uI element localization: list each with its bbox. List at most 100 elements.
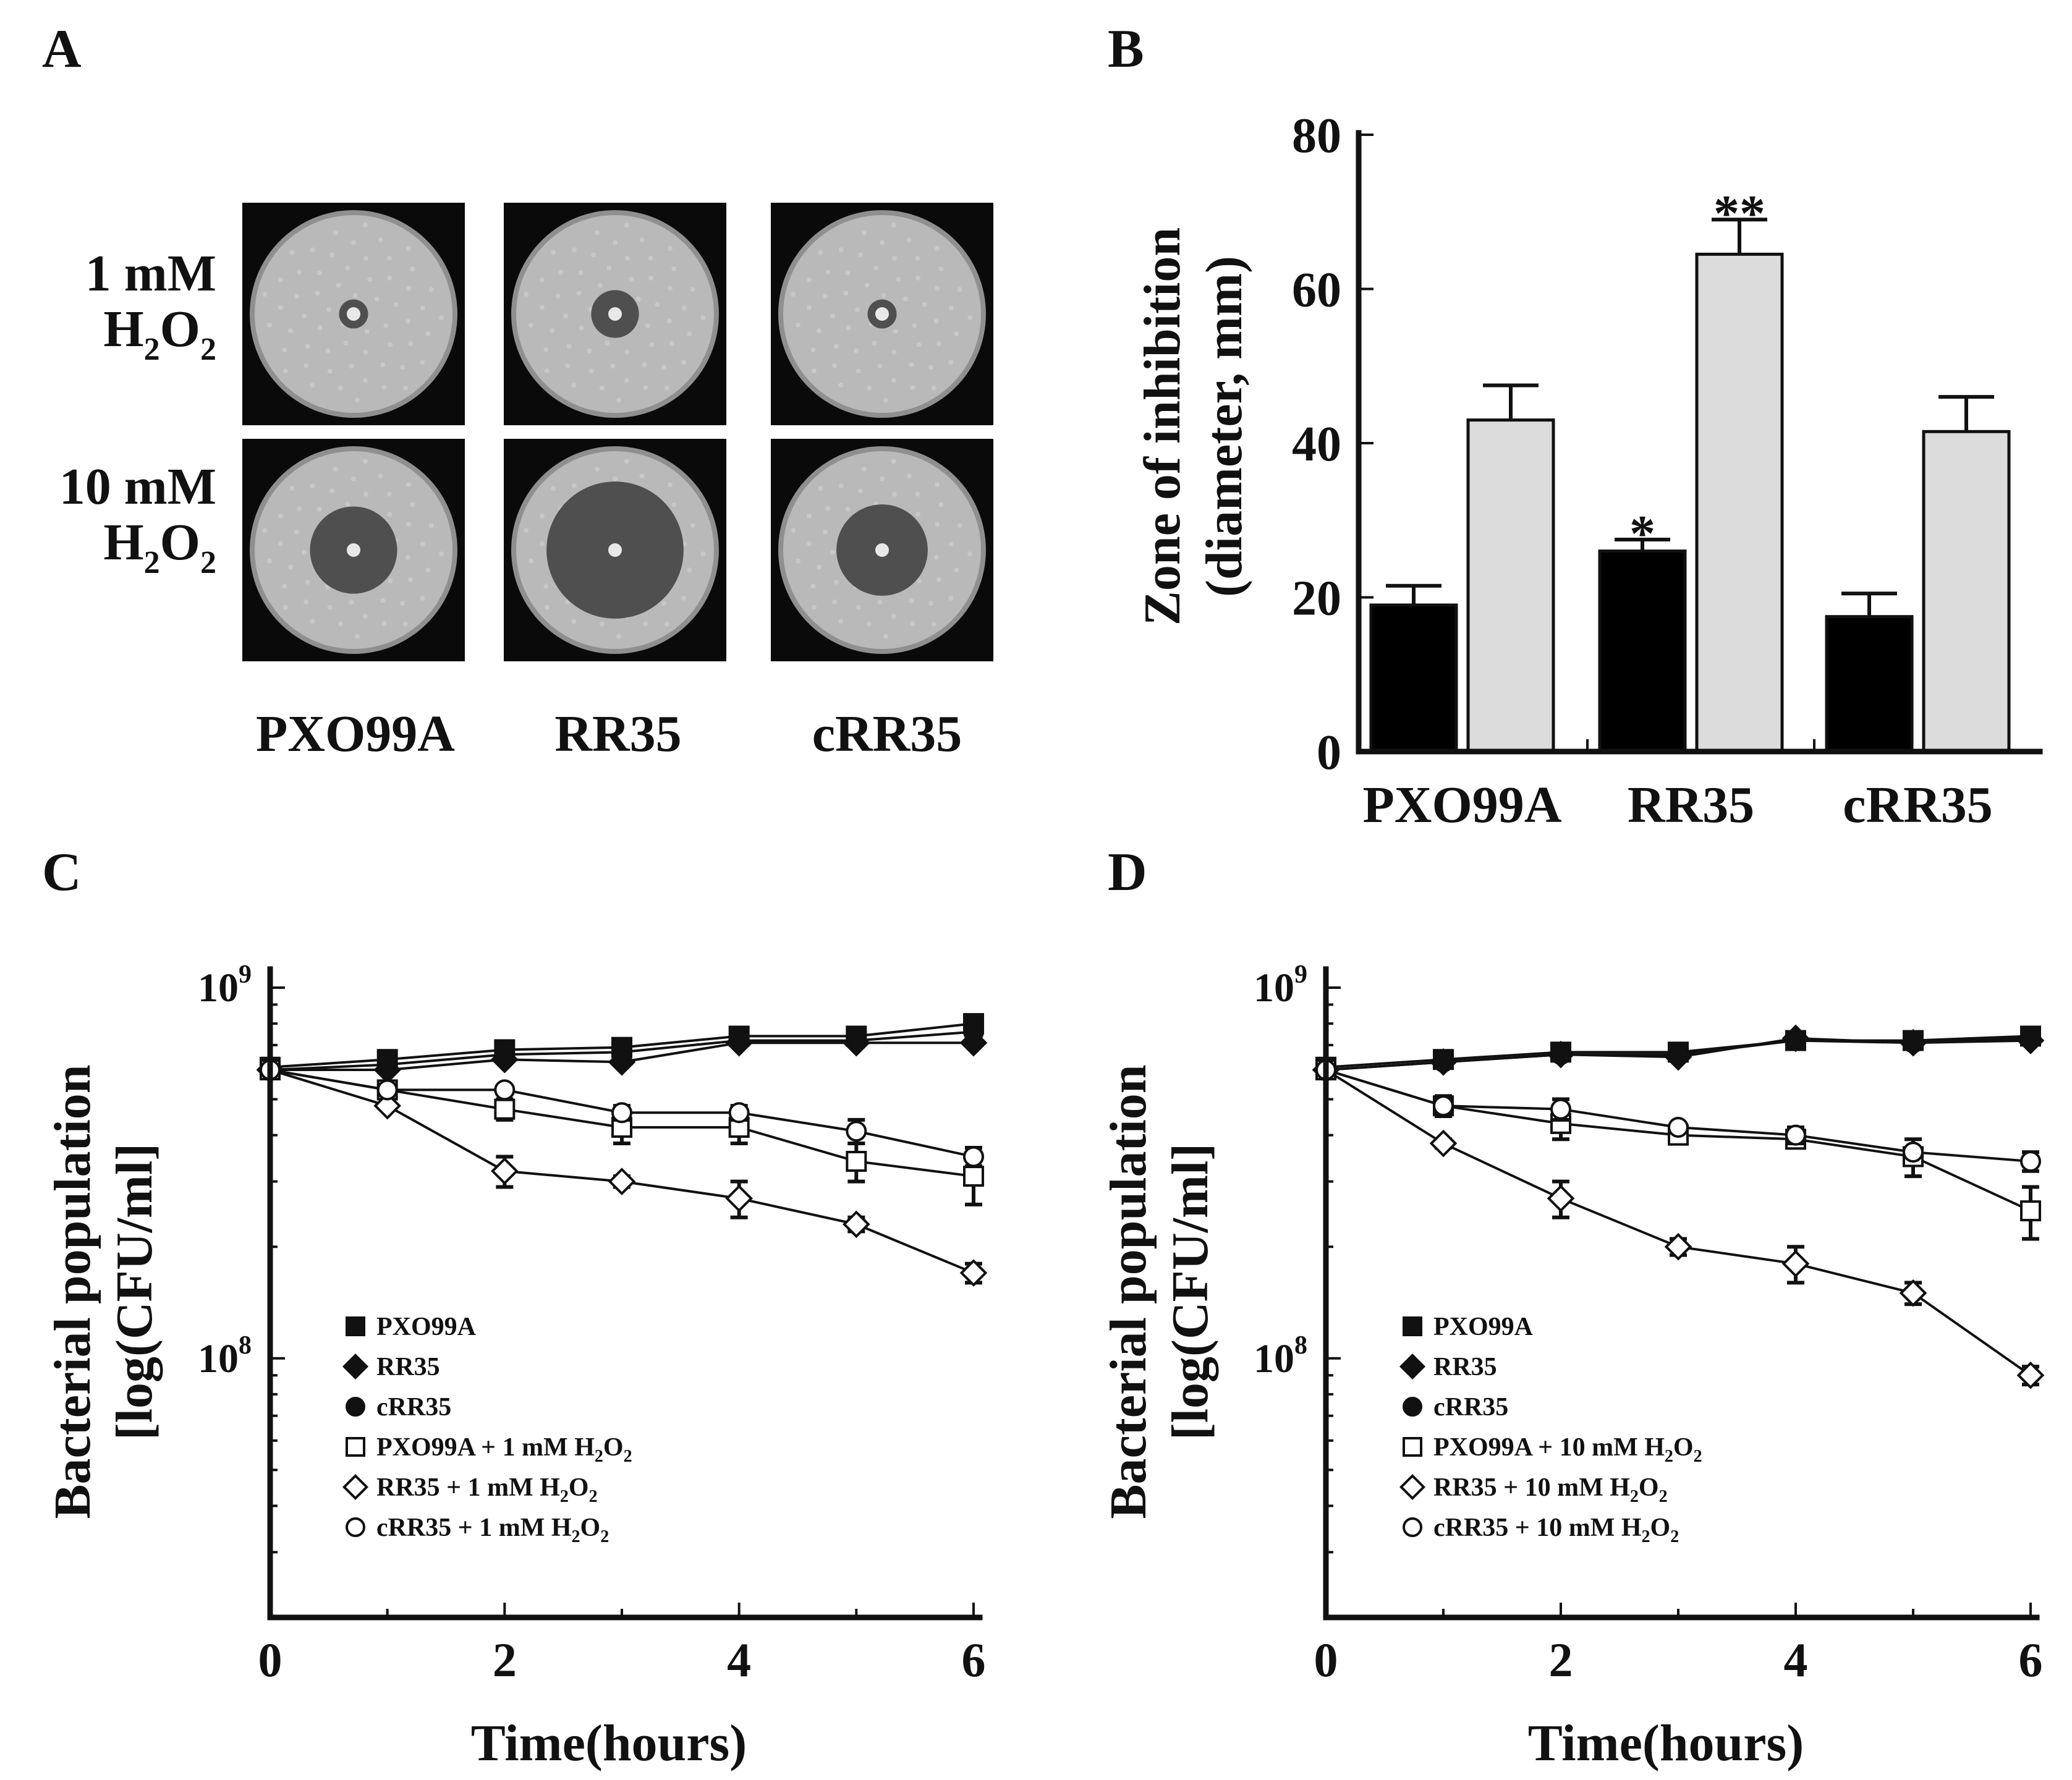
b-ytick-label-0: 0: [1317, 726, 1341, 780]
plate-speckle: [386, 491, 392, 497]
c-legend-marker-1: [342, 1353, 369, 1380]
plate-speckle: [967, 551, 973, 557]
d-ytick-label-8: 108: [1254, 1331, 1307, 1381]
plate-speckle: [262, 292, 268, 297]
plate-speckle: [825, 506, 831, 511]
d-ylabel-line2: [log(CFU/ml]: [1161, 1143, 1219, 1441]
c-legend-label-2: cRR35: [376, 1393, 451, 1422]
d-point-pxo99a-10-mm-h2o2-6: [2020, 1200, 2041, 1222]
significance-rr35-0: *: [1629, 505, 1655, 562]
c-ylabel-line2: [log(CFU/ml]: [106, 1143, 163, 1441]
plate-speckle: [420, 595, 425, 601]
plate-speckle: [305, 579, 310, 585]
plate-speckle: [915, 511, 921, 517]
c-series-crr35-1-mm-h2o2: [260, 1059, 984, 1168]
plate-speckle: [649, 342, 655, 347]
c-legend-label-0: PXO99A: [376, 1313, 477, 1341]
c-ytick-label-9: 109: [198, 960, 252, 1011]
plate-speckle: [327, 368, 333, 374]
plate-speckle: [936, 341, 942, 346]
plate-speckle: [325, 348, 331, 354]
plate-speckle: [579, 325, 584, 331]
plate-speckle: [818, 486, 823, 491]
plate-speckle: [329, 252, 335, 258]
plate-speckle: [639, 237, 645, 243]
plate-speckle: [796, 558, 801, 564]
plate-speckle: [349, 600, 354, 605]
plate-speckle: [378, 237, 383, 243]
plate-speckle: [948, 359, 954, 365]
plate-speckle: [387, 511, 393, 517]
plate-speckle: [669, 341, 675, 346]
plate-speckle: [845, 270, 851, 276]
plate-speckle: [594, 466, 600, 472]
b-category-labels: PXO99A RR35 cRR35: [1363, 776, 1993, 834]
plate-speckle: [610, 363, 616, 369]
plate-speckle: [856, 604, 861, 610]
plate-speckle: [667, 245, 673, 251]
d-legend-marker-1: [1399, 1353, 1426, 1380]
bar-pxo99a-1: [1466, 418, 1555, 753]
b-bars: ***: [1369, 185, 2011, 753]
d-legend-marker-2: [1403, 1397, 1422, 1417]
plate-speckle: [539, 305, 545, 310]
plate-speckle: [315, 290, 320, 296]
plate-speckle: [845, 506, 851, 512]
c-point-pxo99a-1-mm-h2o2-5: [846, 1151, 867, 1172]
plate-speckle: [891, 378, 896, 383]
plate-speckle: [877, 600, 883, 605]
plate-speckle: [861, 230, 867, 235]
c-point-crr35-1-mm-h2o2-2: [494, 1079, 516, 1101]
d-point-rr35-10-mm-h2o2-2: [1547, 1184, 1575, 1213]
c-xtick-label-4: 4: [727, 1633, 751, 1687]
bar-rr35-1: [1695, 252, 1784, 753]
plate-speckle: [566, 343, 572, 349]
plate-speckle: [954, 567, 959, 573]
plate-speckle: [639, 473, 645, 479]
plate-speckle: [420, 541, 425, 547]
d-legend-marker-5: [1403, 1517, 1422, 1537]
d-xtick-label-6: 6: [2019, 1633, 2043, 1687]
plate-speckle: [555, 293, 561, 299]
plate-speckle: [310, 483, 315, 489]
plate-speckle: [408, 341, 414, 346]
d-series-rr35-10-mm-h2o2: [1312, 1056, 2045, 1389]
plate-speckle: [599, 385, 605, 391]
d-point-crr35-10-mm-h2o2-3: [1668, 1116, 1689, 1138]
c-legend-marker-0: [346, 1316, 365, 1336]
plate-speckle: [524, 292, 529, 297]
plate-speckle: [597, 282, 603, 288]
paper-disc-pxo99a-1: [347, 543, 360, 557]
plate-speckle: [671, 502, 677, 507]
c-legend-label-5: cRR35 + 1 mM H2O2: [376, 1514, 609, 1546]
c-point-crr35-5: [846, 1030, 867, 1051]
panel-label-c: C: [42, 842, 82, 902]
paper-disc-pxo99a-0: [347, 307, 360, 321]
plate-speckle: [877, 363, 883, 369]
c-point-rr35-1-mm-h2o2-1: [373, 1091, 401, 1120]
plate-speckle: [635, 296, 641, 302]
plate-speckle: [282, 368, 288, 374]
plate-speckle: [822, 529, 828, 535]
plate-speckle: [571, 383, 577, 388]
plate-speckle: [539, 541, 545, 546]
plate-speckle: [810, 347, 816, 353]
d-legend-label-2: cRR35: [1433, 1393, 1508, 1422]
d-xtick-label-4: 4: [1784, 1633, 1808, 1687]
c-xtick-label-6: 6: [962, 1633, 986, 1687]
b-category-crr35: cRR35: [1843, 776, 1993, 834]
plate-speckle: [351, 476, 356, 481]
c-point-pxo99a-1-mm-h2o2-6: [963, 1166, 984, 1187]
plate-speckle: [931, 385, 936, 391]
plate-speckle: [362, 459, 368, 464]
d-point-crr35-6: [2020, 1027, 2041, 1049]
plate-speckle: [297, 269, 302, 275]
plate-speckle: [345, 501, 350, 507]
c-legend-marker-4: [342, 1473, 369, 1501]
plate-speckle: [830, 313, 836, 319]
plate-speckle: [616, 397, 622, 403]
plate-speckle: [420, 359, 425, 365]
plate-speckle: [294, 529, 299, 535]
strain-label-pxo99a: PXO99A: [256, 705, 455, 763]
d-xtick-label-0: 0: [1314, 1633, 1338, 1687]
